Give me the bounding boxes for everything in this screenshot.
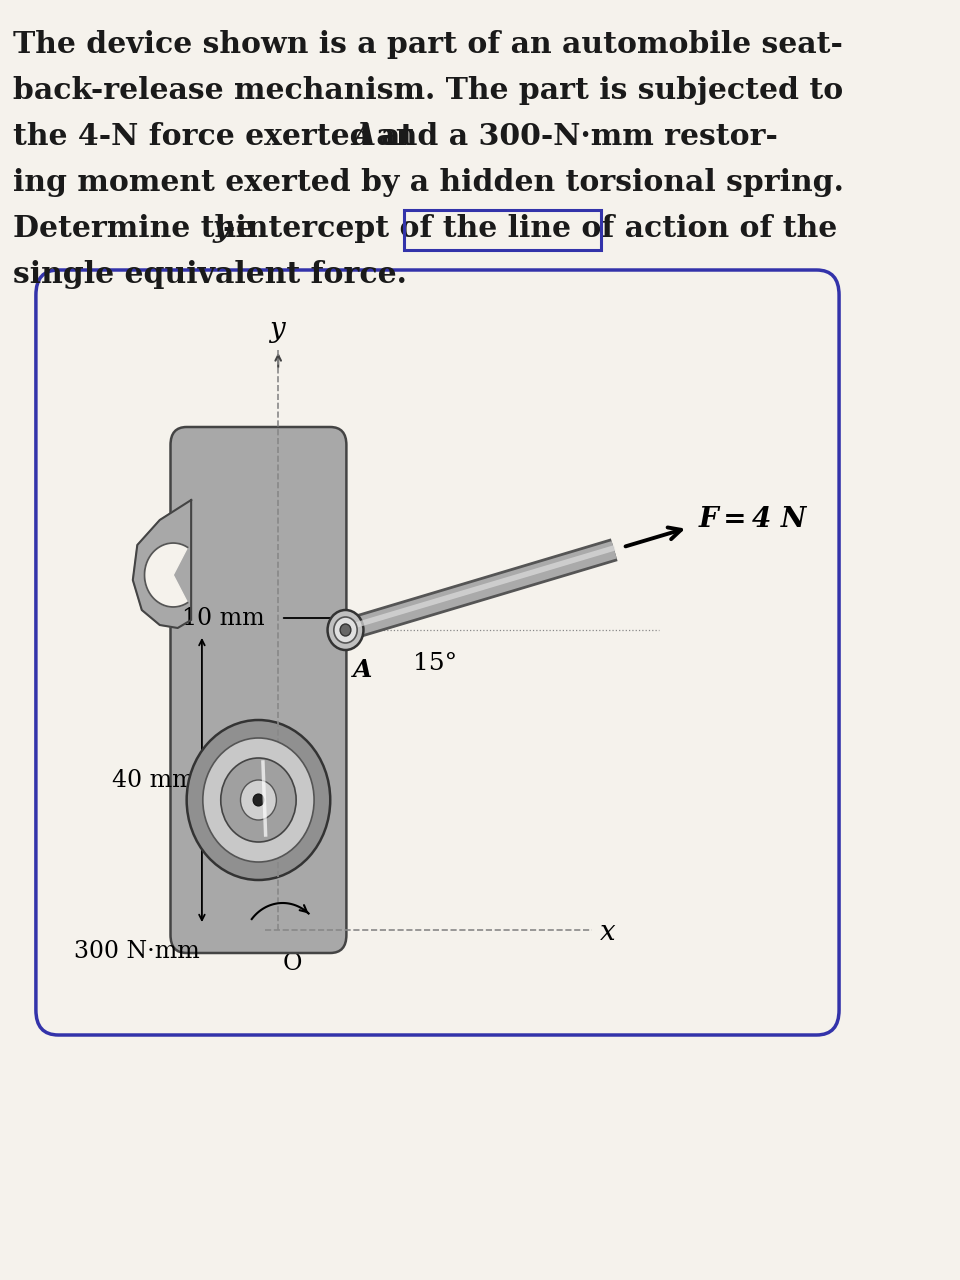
Circle shape [221, 758, 296, 842]
Text: ing moment exerted by a hidden torsional spring.: ing moment exerted by a hidden torsional… [13, 168, 845, 197]
Text: A: A [352, 658, 372, 682]
Text: 300 N·mm: 300 N·mm [75, 940, 201, 963]
Text: The device shown is a part of an automobile seat-: The device shown is a part of an automob… [13, 29, 843, 59]
Text: x: x [599, 919, 615, 946]
Text: -intercept of the line of action of the: -intercept of the line of action of the [223, 214, 837, 243]
Circle shape [334, 617, 357, 643]
Circle shape [186, 719, 330, 881]
Text: F = 4 N: F = 4 N [699, 507, 807, 534]
Text: 40 mm: 40 mm [112, 768, 195, 791]
Text: Determine the: Determine the [13, 214, 266, 243]
Text: O: O [282, 952, 302, 975]
Circle shape [203, 739, 314, 861]
Text: single equivalent force.: single equivalent force. [13, 260, 407, 289]
FancyBboxPatch shape [171, 428, 347, 954]
Circle shape [253, 794, 264, 806]
Text: y: y [269, 316, 284, 343]
Circle shape [340, 625, 351, 636]
Text: A: A [352, 122, 375, 151]
Text: 10 mm: 10 mm [182, 607, 265, 630]
Text: 15°: 15° [413, 652, 457, 675]
Polygon shape [145, 543, 187, 607]
Circle shape [327, 611, 364, 650]
Polygon shape [132, 500, 191, 628]
Text: y: y [213, 214, 230, 243]
Text: back-release mechanism. The part is subjected to: back-release mechanism. The part is subj… [13, 76, 844, 105]
Text: and a 300-N·mm restor-: and a 300-N·mm restor- [366, 122, 778, 151]
Circle shape [241, 780, 276, 820]
Text: the 4-N force exerted at: the 4-N force exerted at [13, 122, 425, 151]
